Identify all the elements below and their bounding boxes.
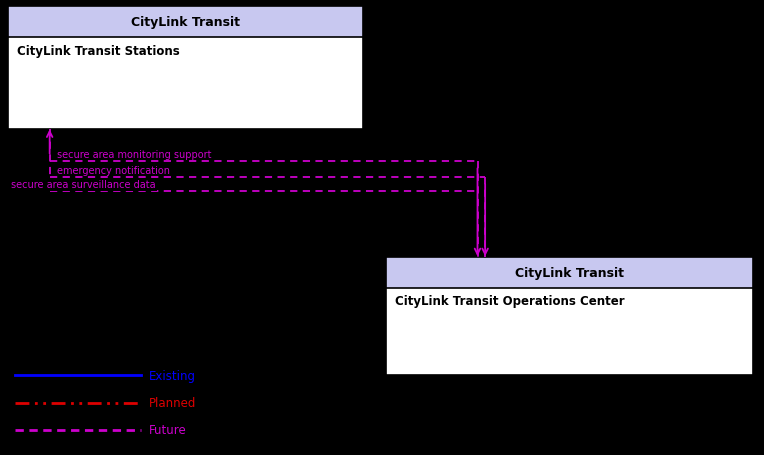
- Bar: [386, 257, 753, 375]
- Text: secure area surveillance data: secure area surveillance data: [11, 180, 156, 190]
- Text: Existing: Existing: [149, 369, 196, 382]
- Text: emergency notification: emergency notification: [57, 165, 170, 175]
- Bar: [8, 7, 363, 38]
- Text: CityLink Transit Operations Center: CityLink Transit Operations Center: [395, 295, 625, 308]
- Text: CityLink Transit: CityLink Transit: [131, 16, 240, 29]
- Bar: [386, 257, 753, 288]
- Text: Planned: Planned: [149, 396, 196, 409]
- Bar: [8, 7, 363, 130]
- Text: CityLink Transit: CityLink Transit: [515, 266, 623, 279]
- Text: CityLink Transit Stations: CityLink Transit Stations: [17, 45, 180, 58]
- Text: Future: Future: [149, 424, 186, 436]
- Text: secure area monitoring support: secure area monitoring support: [57, 149, 212, 159]
